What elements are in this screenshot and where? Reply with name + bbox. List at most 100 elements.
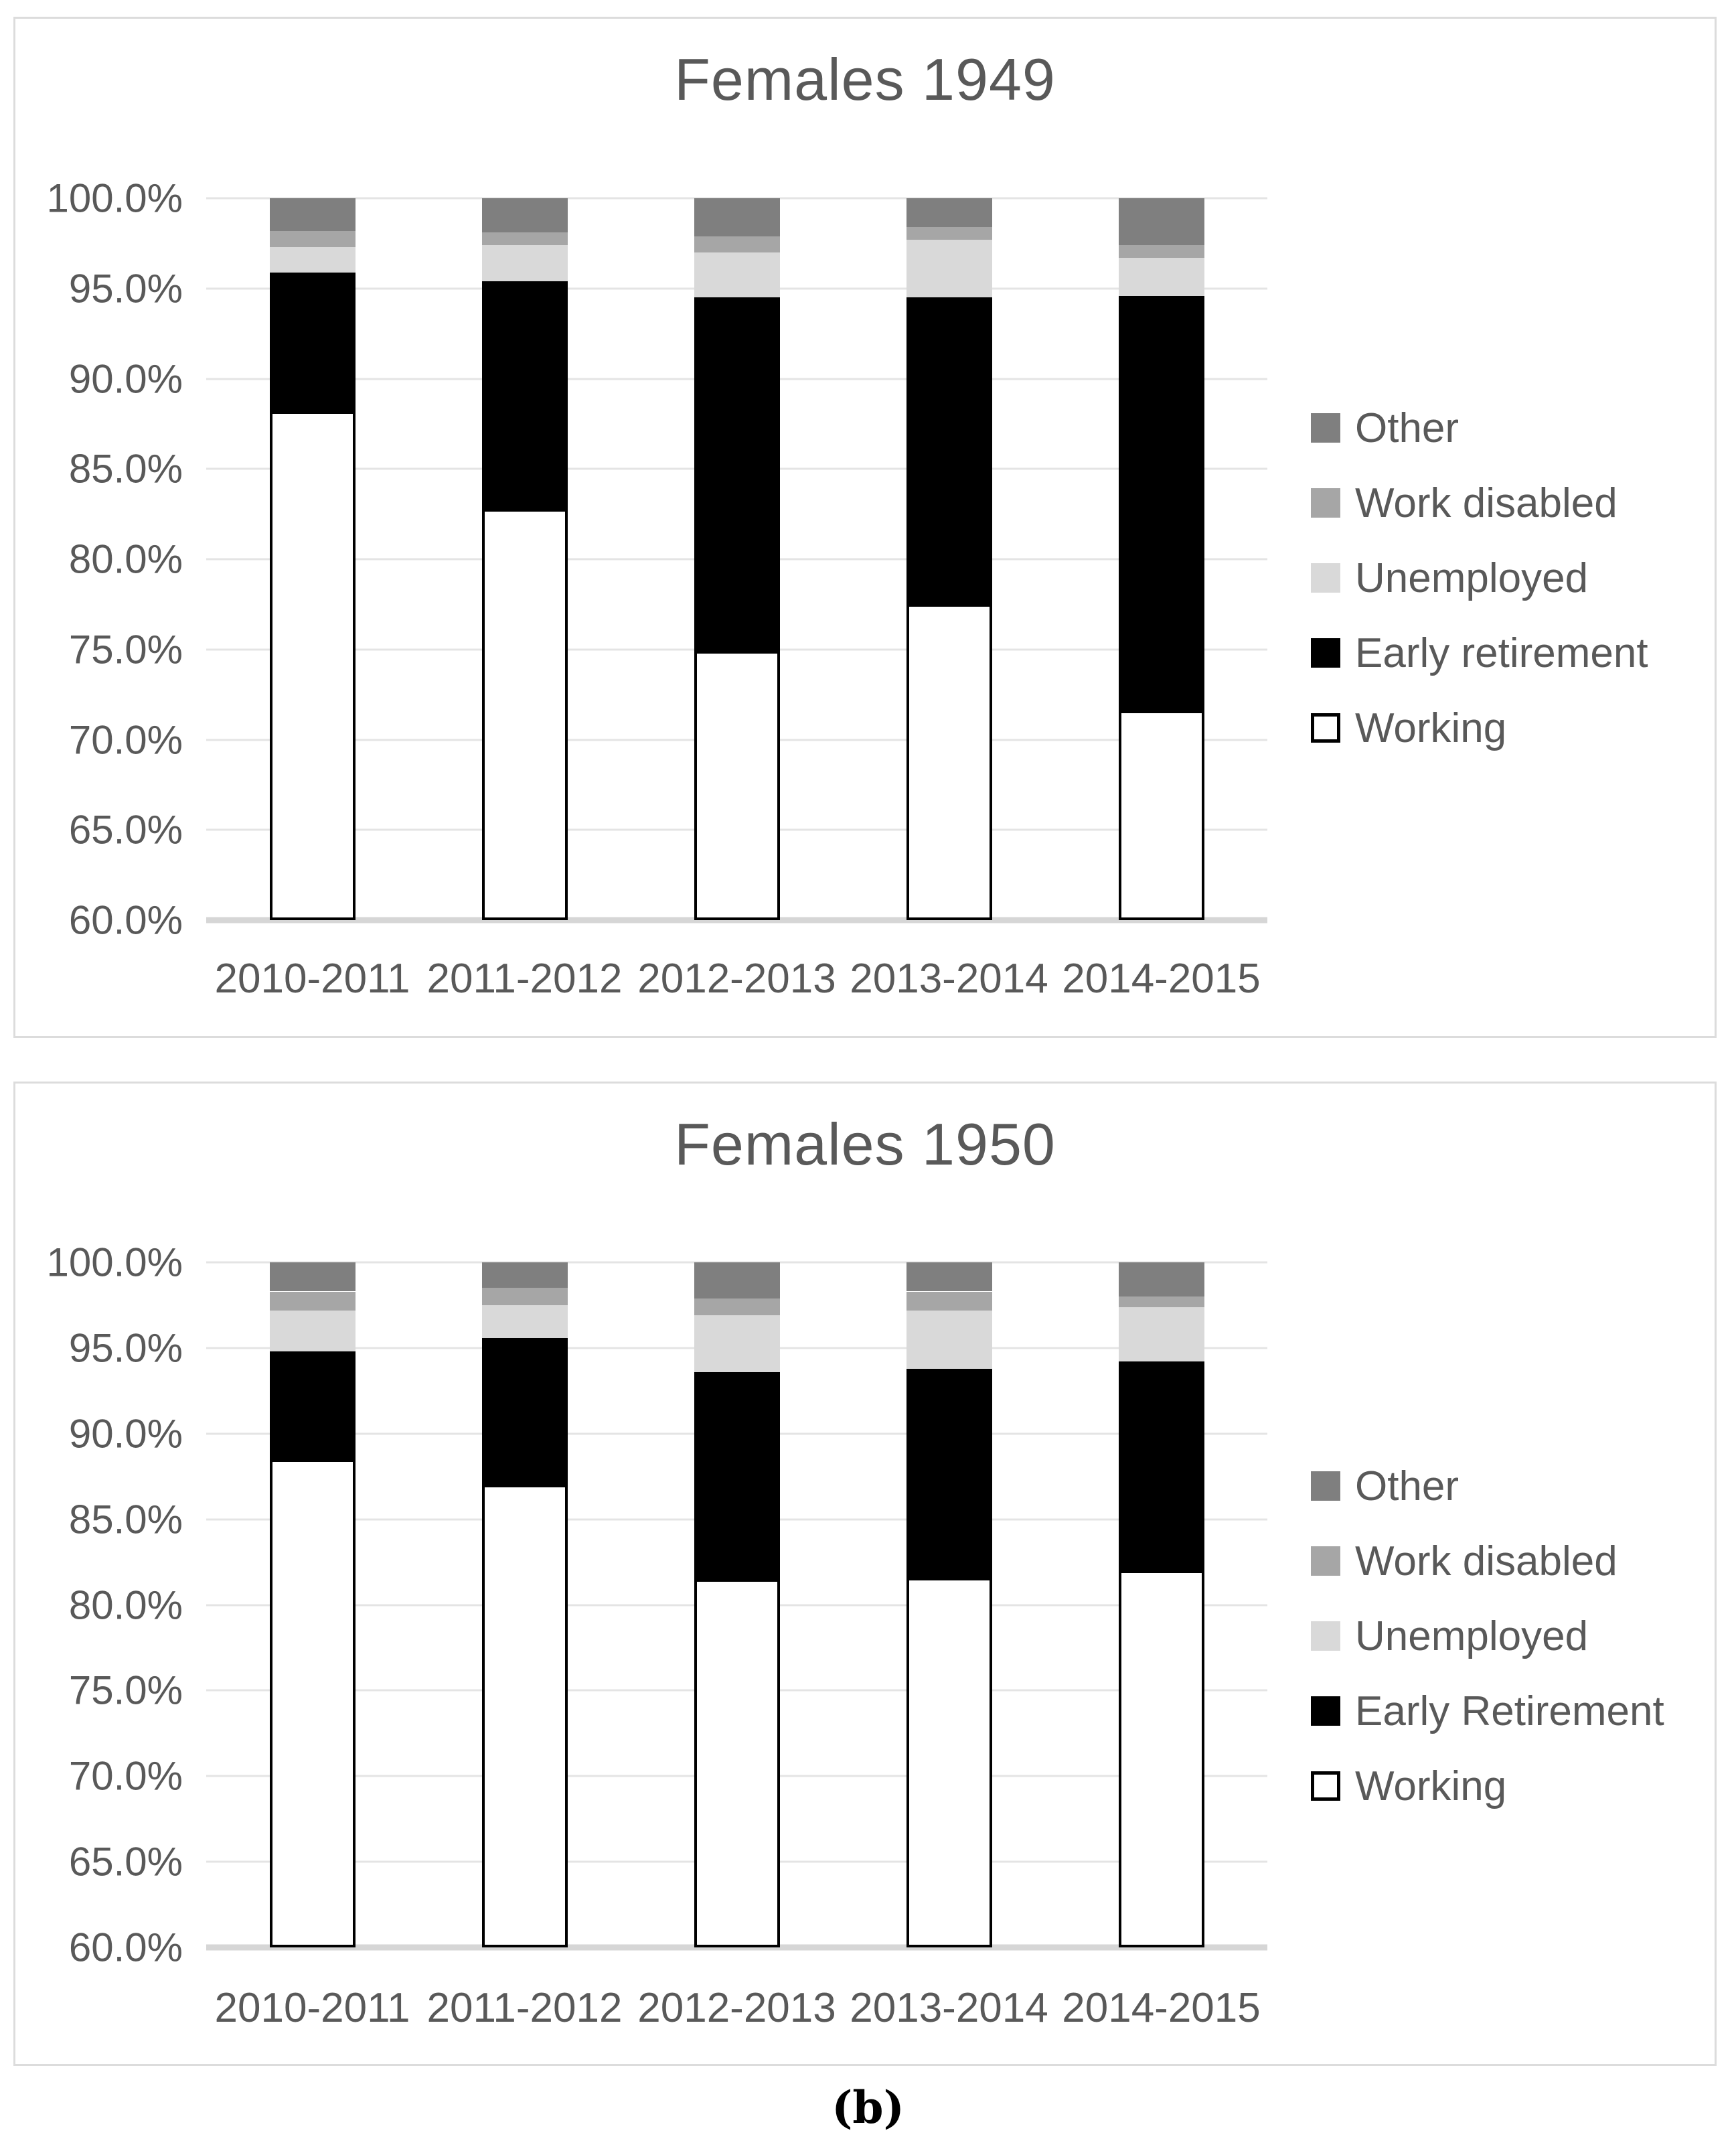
bar-segment-early-retirement [481, 281, 568, 509]
bar-segment-working [269, 1459, 356, 1947]
bar-segment-work-disabled [906, 227, 992, 240]
bar-2012-2013 [694, 198, 780, 920]
bar-segment-working [906, 1577, 992, 1947]
x-tick-label: 2010-2011 [214, 956, 410, 1002]
bar-2011-2012 [481, 198, 568, 920]
y-tick-label: 60.0% [68, 1925, 183, 1970]
y-tick-label: 95.0% [68, 1325, 183, 1371]
bar-segment-unemployed [906, 240, 992, 298]
bar-2012-2013 [694, 1262, 780, 1947]
legend-label: Unemployed [1355, 1613, 1589, 1659]
y-tick-label: 85.0% [68, 1497, 183, 1542]
bar-segment-early-retirement [269, 272, 356, 412]
bar-segment-work-disabled [694, 236, 780, 252]
bar-segment-other [481, 198, 568, 233]
y-tick-label: 70.0% [68, 1753, 183, 1799]
legend-swatch [1311, 1471, 1340, 1501]
bar-2013-2014 [906, 198, 992, 920]
legend-item: Early retirement [1311, 615, 1713, 690]
bar-segment-unemployed [1118, 257, 1204, 296]
legend-label: Other [1355, 1463, 1459, 1509]
y-tick-label: 85.0% [68, 446, 183, 492]
x-tick-label: 2011-2012 [426, 1985, 623, 2031]
legend-item: Work disabled [1311, 1524, 1713, 1599]
x-tick-label: 2010-2011 [214, 1985, 410, 2031]
bar-segment-work-disabled [1118, 245, 1204, 258]
plot-area [206, 1261, 1267, 1951]
y-tick-label: 60.0% [68, 897, 183, 943]
y-tick-label: 65.0% [68, 1839, 183, 1884]
legend-swatch [1311, 1621, 1340, 1651]
legend-swatch [1311, 638, 1340, 668]
legend-label: Early Retirement [1355, 1688, 1664, 1734]
bar-segment-unemployed [269, 1310, 356, 1351]
bar-segment-work-disabled [481, 232, 568, 246]
bar-segment-other [906, 1262, 992, 1292]
bar-segment-unemployed [481, 245, 568, 281]
bar-segment-working [906, 604, 992, 920]
bar-2014-2015 [1118, 198, 1204, 920]
bar-segment-work-disabled [694, 1298, 780, 1316]
bar-2011-2012 [481, 1262, 568, 1947]
y-tick-label: 90.0% [68, 1411, 183, 1457]
legend-item: Early Retirement [1311, 1674, 1713, 1749]
chart-females-1950: Females 1950 100.0% 95.0% 90.0% 85.0% 80.0% 7… [13, 1082, 1717, 2066]
bar-segment-working [694, 651, 780, 920]
chart-title: Females 1949 [674, 46, 1056, 113]
bar-segment-unemployed [1118, 1307, 1204, 1362]
bar-segment-unemployed [694, 252, 780, 298]
y-tick-label: 80.0% [68, 536, 183, 582]
legend-item: Work disabled [1311, 465, 1713, 540]
legend-swatch [1311, 413, 1340, 443]
y-tick-label: 75.0% [68, 627, 183, 672]
legend-item: Unemployed [1311, 1599, 1713, 1674]
legend-swatch [1311, 1696, 1340, 1726]
bar-segment-early-retirement [906, 1368, 992, 1578]
bar-segment-early-retirement [269, 1351, 356, 1460]
bar-segment-early-retirement [694, 1371, 780, 1580]
x-tick-label: 2012-2013 [637, 956, 836, 1002]
legend-label: Work disabled [1355, 1538, 1617, 1584]
x-axis: 2010-2011 2011-2012 2012-2013 2013-2014 2014… [206, 955, 1267, 1009]
legend-item: Unemployed [1311, 540, 1713, 615]
y-axis: 100.0% 95.0% 90.0% 85.0% 80.0% 75.0% 70.0% 65.0… [15, 176, 189, 943]
legend-item: Working [1311, 1749, 1713, 1824]
y-axis: 100.0% 95.0% 90.0% 85.0% 80.0% 75.0% 70.0% 65.0… [15, 1240, 189, 1970]
bar-segment-early-retirement [481, 1337, 568, 1485]
bar-2013-2014 [906, 1262, 992, 1947]
legend-swatch [1311, 1771, 1340, 1801]
bar-segment-early-retirement [1118, 295, 1204, 711]
gridline [206, 197, 1267, 200]
x-tick-label: 2014-2015 [1062, 956, 1261, 1002]
legend-label: Work disabled [1355, 479, 1617, 526]
x-tick-label: 2013-2014 [850, 1985, 1048, 2031]
legend-label: Working [1355, 1763, 1507, 1809]
legend-label: Other [1355, 404, 1459, 451]
legend: Other Work disabled Unemployed Early retire… [1311, 390, 1713, 765]
legend-label: Working [1355, 704, 1507, 751]
y-tick-label: 65.0% [68, 807, 183, 852]
y-tick-label: 95.0% [68, 266, 183, 311]
plot-area [206, 197, 1267, 923]
legend: Other Work disabled Unemployed Early Retire… [1311, 1449, 1713, 1824]
y-tick-label: 75.0% [68, 1667, 183, 1713]
gridline [206, 1944, 1267, 1951]
y-tick-label: 90.0% [68, 356, 183, 401]
y-tick-label: 100.0% [46, 1240, 183, 1285]
bar-segment-unemployed [694, 1315, 780, 1372]
bar-segment-other [269, 198, 356, 231]
bar-segment-unemployed [906, 1310, 992, 1369]
bar-segment-other [694, 198, 780, 236]
bar-segment-working [694, 1579, 780, 1947]
legend-swatch [1311, 488, 1340, 518]
bar-segment-other [694, 1262, 780, 1298]
bar-segment-other [269, 1262, 356, 1292]
bar-segment-working [269, 411, 356, 920]
bar-segment-work-disabled [906, 1291, 992, 1311]
legend-swatch [1311, 713, 1340, 743]
bar-segment-working [481, 508, 568, 920]
x-tick-label: 2013-2014 [850, 956, 1048, 1002]
bar-segment-other [1118, 198, 1204, 246]
bar-segment-other [1118, 1262, 1204, 1297]
x-tick-label: 2011-2012 [426, 956, 623, 1002]
